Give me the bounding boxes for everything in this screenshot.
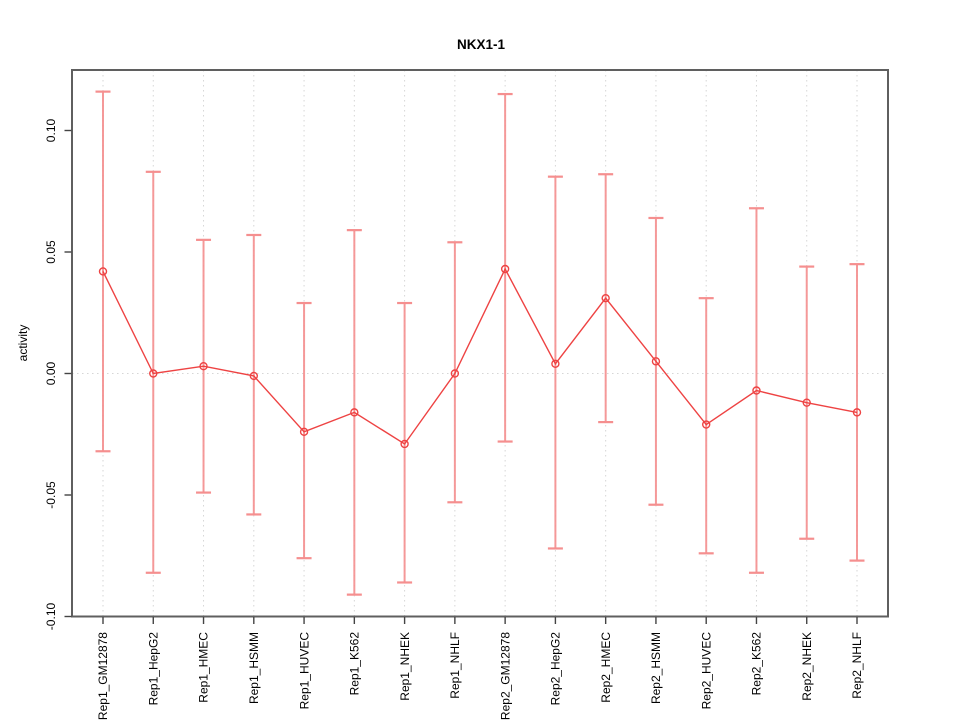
data-point-marker (601, 293, 610, 303)
data-point-marker (450, 369, 460, 378)
x-tick-label: Rep1_HMEC (197, 632, 211, 703)
x-tick-label: Rep2_HepG2 (549, 632, 563, 706)
x-tick-label: Rep2_GM12878 (498, 632, 512, 720)
chart-title: NKX1-1 (457, 37, 506, 52)
x-tick-label: Rep2_HSMM (649, 632, 663, 704)
data-point-marker (551, 359, 560, 368)
x-tick-label: Rep2_HMEC (599, 632, 613, 703)
data-point-marker (199, 362, 208, 371)
data-point-marker (400, 439, 409, 449)
x-tick-label: Rep1_GM12878 (96, 632, 110, 720)
plot-border (71, 69, 889, 618)
x-tick-label: Rep1_HUVEC (297, 632, 311, 710)
y-tick-label: 0.10 (44, 118, 58, 142)
x-tick-label: Rep1_K562 (348, 632, 362, 696)
y-tick-label: -0.05 (44, 481, 58, 509)
gridlines (72, 70, 888, 617)
y-axis: 0.10 0.05 0.00 -0.05 -0.10 (44, 118, 72, 630)
x-tick-label: Rep1_NHLF (448, 632, 462, 699)
data-point-marker (752, 386, 761, 395)
y-tick-label: 0.05 (44, 240, 58, 264)
data-point-marker (98, 267, 108, 276)
x-tick-label: Rep2_NHLF (850, 632, 864, 699)
error-bars (95, 90, 865, 596)
x-tick-label: Rep1_NHEK (398, 632, 412, 701)
x-tick-label: Rep2_NHEK (800, 632, 814, 701)
data-point-marker (702, 420, 711, 429)
plot-frame (71, 69, 889, 618)
data-point-marker (249, 371, 259, 381)
data-point-marker (651, 357, 661, 366)
data-point-marker (802, 398, 811, 407)
data-point-marker (350, 408, 359, 417)
data-point-marker (149, 369, 158, 378)
data-point-marker (852, 408, 862, 417)
series-polyline (102, 267, 858, 445)
x-tick-label: Rep2_HUVEC (699, 632, 713, 710)
data-point-marker (299, 427, 309, 437)
x-tick-label: Rep1_HepG2 (146, 632, 160, 706)
x-tick-label: Rep2_K562 (750, 632, 764, 696)
y-axis-label: activity (16, 325, 30, 362)
x-tick-label: Rep1_HSMM (247, 632, 261, 704)
series-line (102, 267, 858, 445)
y-tick-label: 0.00 (44, 361, 58, 385)
data-point-markers (98, 264, 862, 449)
y-tick-label: -0.10 (44, 603, 58, 631)
data-point-marker (500, 264, 510, 274)
x-axis: Rep1_GM12878 Rep1_HepG2 Rep1_HMEC Rep1_HSMM… (96, 617, 864, 720)
